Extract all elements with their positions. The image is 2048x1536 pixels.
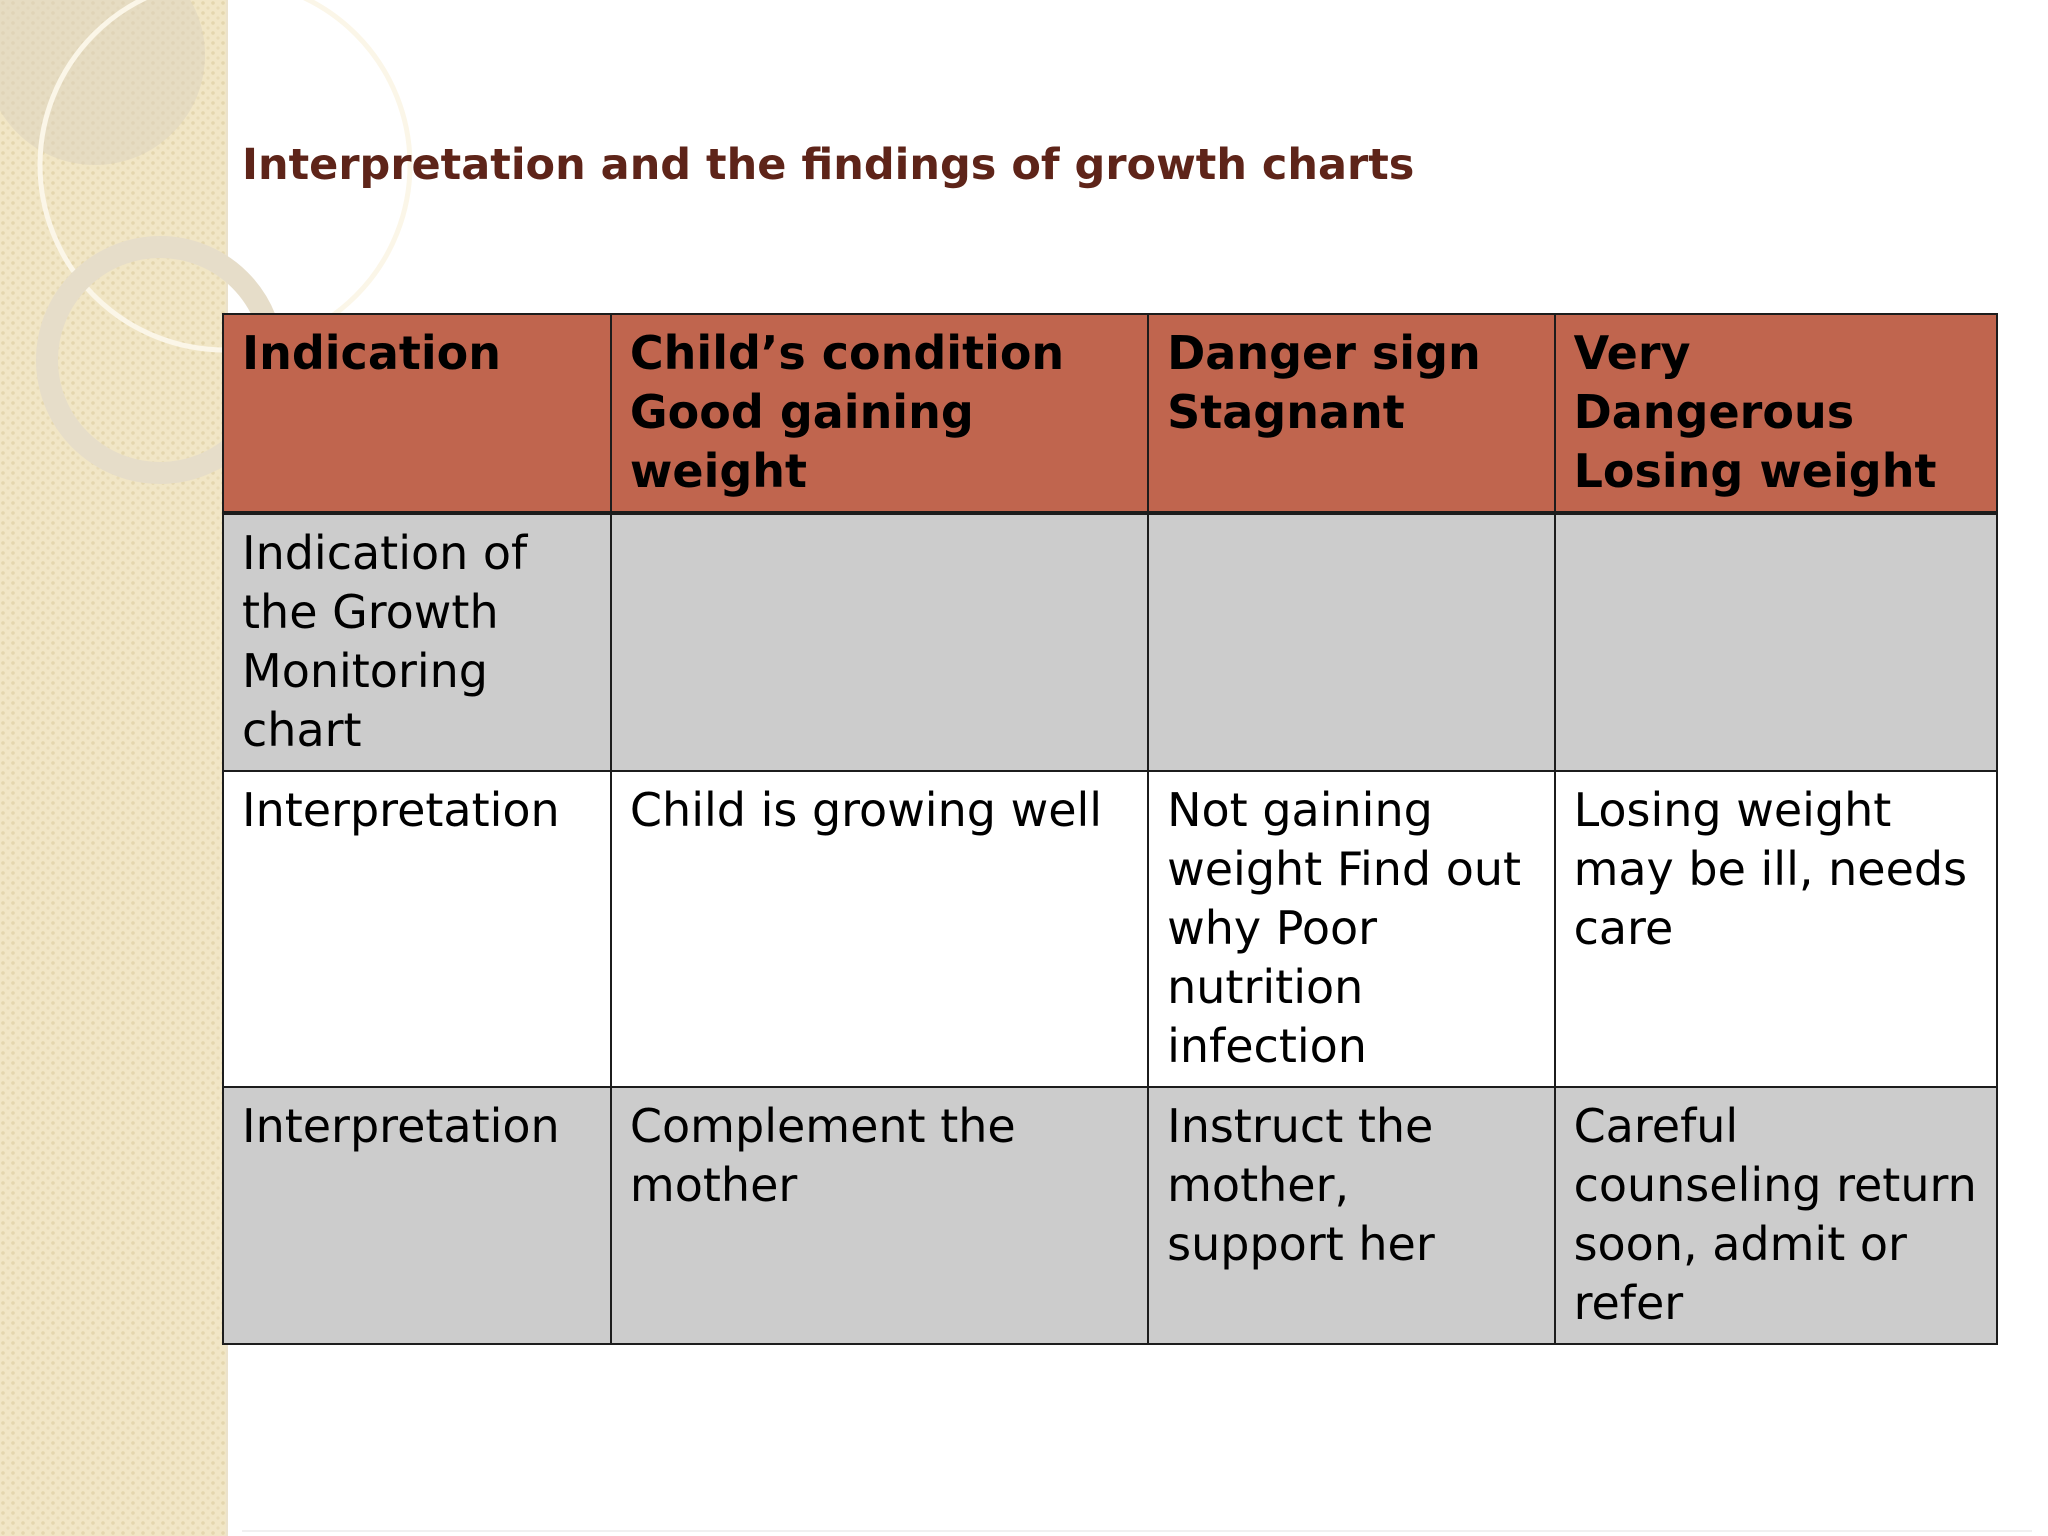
header-very-dangerous: Very Dangerous Losing weight <box>1553 313 1999 515</box>
slide-title: Interpretation and the findings of growt… <box>242 140 1415 190</box>
table-cell: Interpretation <box>222 770 612 1088</box>
growth-chart-table: Indication Child’s condition Good gainin… <box>222 313 1999 1345</box>
table-cell: Child is growing well <box>609 770 1150 1088</box>
table-cell <box>609 512 1150 772</box>
table-cell: Not gaining weight Find out why Poor nut… <box>1147 770 1556 1088</box>
decorative-disc <box>0 0 205 165</box>
table-header-row: Indication Child’s condition Good gainin… <box>222 313 1999 515</box>
header-good-gaining-weight: Child’s condition Good gaining weight <box>609 313 1150 515</box>
table-cell: Complement the mother <box>609 1086 1150 1345</box>
table-cell: Interpretation <box>222 1086 612 1345</box>
bottom-divider <box>242 1530 2032 1532</box>
header-indication: Indication <box>222 313 612 515</box>
table-cell <box>1553 512 1999 772</box>
table-cell: Losing weight may be ill, needs care <box>1553 770 1999 1088</box>
table-cell: Instruct the mother, support her <box>1147 1086 1556 1345</box>
table-cell: Indication of the Growth Monitoring char… <box>222 512 612 772</box>
table-row: Interpretation Child is growing well Not… <box>222 770 1999 1088</box>
table-row: Interpretation Complement the mother Ins… <box>222 1086 1999 1345</box>
table-cell: Careful counseling return soon, admit or… <box>1553 1086 1999 1345</box>
decorative-rings <box>0 0 413 484</box>
header-danger-sign: Danger sign Stagnant <box>1147 313 1556 515</box>
table-cell <box>1147 512 1556 772</box>
table-row: Indication of the Growth Monitoring char… <box>222 512 1999 772</box>
